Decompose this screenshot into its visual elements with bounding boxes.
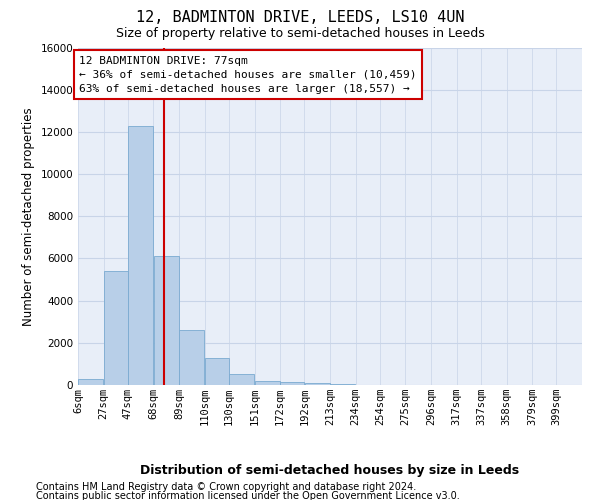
Text: Contains public sector information licensed under the Open Government Licence v3: Contains public sector information licen…	[36, 491, 460, 500]
Text: Contains HM Land Registry data © Crown copyright and database right 2024.: Contains HM Land Registry data © Crown c…	[36, 482, 416, 492]
Bar	[128, 126, 153, 385]
Bar	[78, 378, 103, 385]
Bar	[154, 256, 179, 385]
Text: 12 BADMINTON DRIVE: 77sqm
← 36% of semi-detached houses are smaller (10,459)
63%: 12 BADMINTON DRIVE: 77sqm ← 36% of semi-…	[79, 56, 417, 94]
Bar	[305, 383, 330, 385]
Bar	[205, 358, 229, 385]
Bar	[255, 381, 280, 385]
Text: Size of property relative to semi-detached houses in Leeds: Size of property relative to semi-detach…	[116, 28, 484, 40]
Bar	[330, 384, 355, 385]
Bar	[229, 374, 254, 385]
Bar	[280, 382, 304, 385]
Y-axis label: Number of semi-detached properties: Number of semi-detached properties	[22, 107, 35, 326]
Bar	[179, 330, 205, 385]
Text: 12, BADMINTON DRIVE, LEEDS, LS10 4UN: 12, BADMINTON DRIVE, LEEDS, LS10 4UN	[136, 10, 464, 25]
Bar	[104, 271, 128, 385]
X-axis label: Distribution of semi-detached houses by size in Leeds: Distribution of semi-detached houses by …	[140, 464, 520, 477]
